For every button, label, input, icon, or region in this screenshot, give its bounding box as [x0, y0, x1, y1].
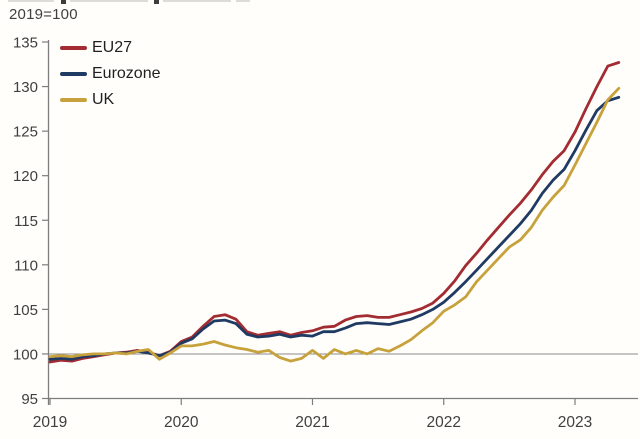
y-tick-label: 130 — [13, 79, 38, 96]
x-tick-label: 2022 — [427, 414, 461, 431]
x-tick-label: 2019 — [33, 414, 67, 431]
legend-item-eurozone: Eurozone — [60, 63, 161, 85]
y-tick-label: 95 — [21, 391, 38, 408]
legend-label-eu27: EU27 — [92, 39, 133, 56]
x-axis: 2019 2020 2021 2022 2023 — [33, 397, 638, 431]
legend: EU27 Eurozone UK — [60, 37, 161, 111]
x-tick-label: 2023 — [558, 414, 592, 431]
x-tick-label: 2021 — [295, 414, 329, 431]
legend-item-uk: UK — [60, 89, 161, 111]
clipped-title-descender — [154, 0, 159, 4]
x-tick-label: 2020 — [164, 414, 199, 431]
series-line-uk — [48, 86, 621, 363]
y-tick-label: 135 — [13, 35, 38, 52]
uk-line-swatch — [60, 98, 87, 102]
y-tick-label: 125 — [13, 124, 38, 141]
series-line-eurozone — [48, 95, 621, 361]
y-tick-label: 115 — [14, 213, 38, 230]
clipped-title-fragment — [8, 0, 54, 2]
eu27-line-swatch — [60, 46, 87, 50]
y-tick-label: 110 — [14, 257, 38, 274]
eurozone-line-swatch — [60, 72, 87, 76]
y-tick-label: 120 — [13, 168, 38, 185]
clipped-title-descender — [61, 0, 66, 4]
clipped-title-fragment — [70, 0, 148, 2]
y-tick-label: 105 — [13, 302, 38, 319]
legend-item-eu27: EU27 — [60, 37, 161, 59]
clipped-title-fragment — [236, 0, 250, 2]
y-axis: 95 100 105 110 115 120 125 130 135 — [13, 35, 50, 408]
y-tick-label: 100 — [13, 346, 38, 363]
legend-label-eurozone: Eurozone — [92, 65, 161, 82]
legend-label-uk: UK — [92, 91, 115, 108]
clipped-title-fragment — [163, 0, 231, 2]
index-base-subtitle: 2019=100 — [9, 6, 78, 23]
series-lines — [48, 61, 621, 364]
